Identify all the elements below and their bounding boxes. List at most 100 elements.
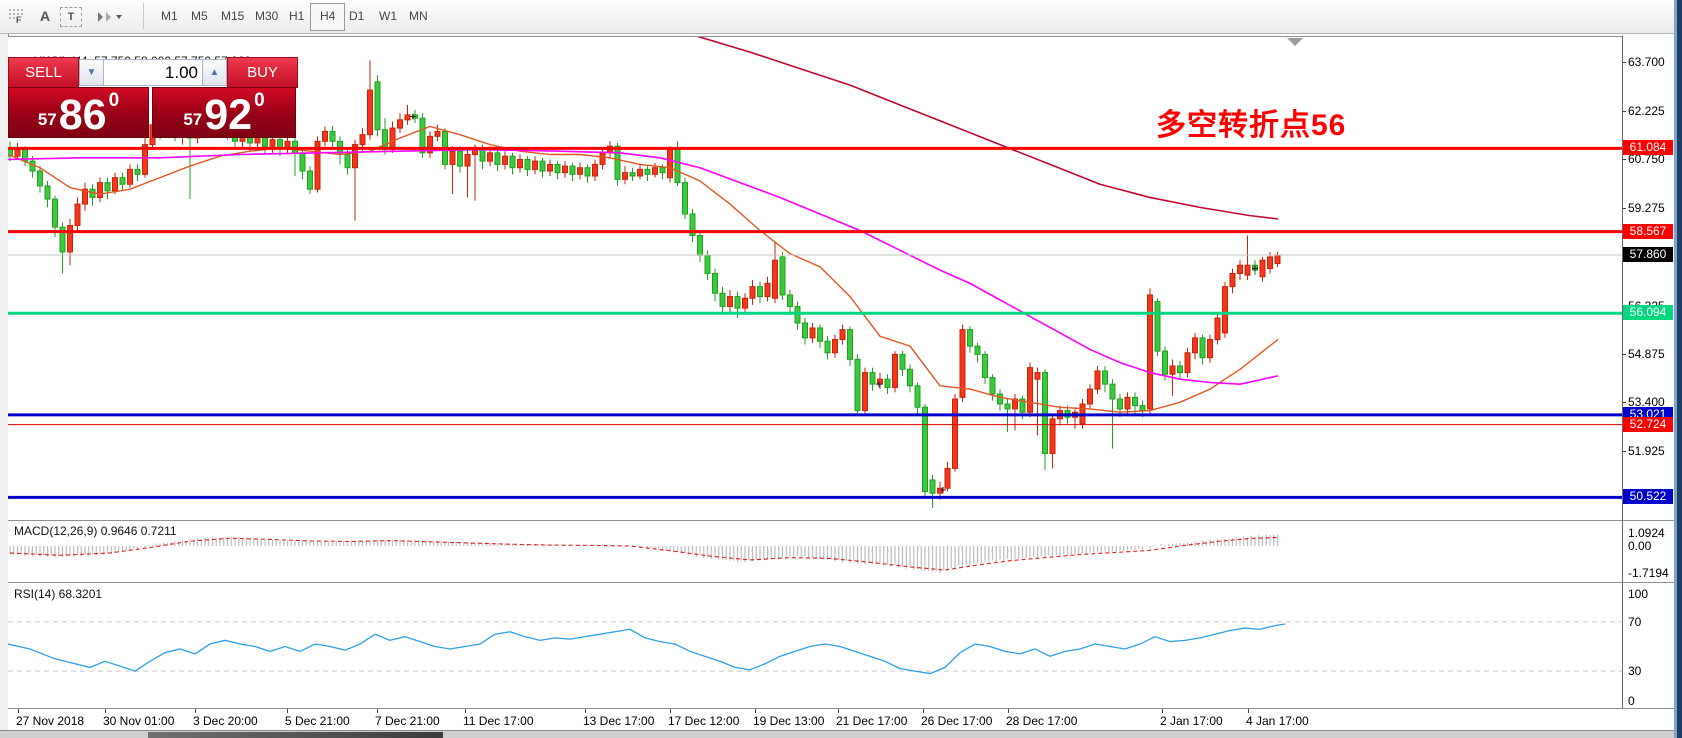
time-axis-tickmark: [287, 709, 288, 713]
macd-background: [8, 521, 1622, 582]
rsi-indicator-panel[interactable]: [8, 583, 1622, 709]
time-axis-tickmark: [923, 709, 924, 713]
volume-input[interactable]: [103, 59, 205, 86]
buy-price-display[interactable]: 57 92 0: [152, 87, 296, 138]
timeframe-button-m1[interactable]: M1: [161, 9, 178, 23]
price-axis-tick: 53.400: [1628, 395, 1665, 409]
rsi-top-border: [8, 582, 1674, 583]
svg-text:F: F: [16, 15, 22, 24]
price-axis-tick: 63.700: [1628, 55, 1665, 69]
time-axis-label: 4 Jan 17:00: [1246, 714, 1309, 728]
price-axis-tick: 54.875: [1628, 347, 1665, 361]
time-axis-tickmark: [1162, 709, 1163, 713]
time-axis-label: 30 Nov 01:00: [103, 714, 175, 728]
rsi-axis-tick: 0: [1628, 694, 1635, 708]
price-axis-tick: 60.750: [1628, 152, 1665, 166]
chart-annotation-text: 多空转折点56: [1156, 109, 1347, 142]
rsi-axis-tick: 30: [1628, 664, 1642, 678]
label-a-icon[interactable]: A: [39, 8, 51, 24]
chart-top-border: [8, 36, 1622, 37]
buy-price-sup: 0: [254, 90, 265, 111]
time-axis-tickmark: [585, 709, 586, 713]
price-level-badge: 50.522: [1623, 489, 1673, 504]
sell-button[interactable]: SELL: [8, 57, 79, 88]
time-axis-label: 3 Dec 20:00: [193, 714, 258, 728]
time-axis-label: 5 Dec 21:00: [285, 714, 350, 728]
time-axis-label: 21 Dec 17:00: [836, 714, 908, 728]
sell-price-sup: 0: [108, 90, 120, 111]
toolbar-separator: [143, 3, 144, 29]
time-axis-tickmark: [195, 709, 196, 713]
timeframe-button-mn[interactable]: MN: [409, 9, 428, 23]
top-toolbar: F A T M1 M5 M15 M30 H1 H4 D1 W1 MN: [0, 0, 1674, 34]
shapes-icon[interactable]: [92, 4, 126, 28]
time-axis-label: 17 Dec 12:00: [668, 714, 740, 728]
doji-cross-marker: [876, 381, 882, 388]
macd-signal-line: [9, 536, 1279, 571]
buy-button[interactable]: BUY: [227, 57, 298, 88]
candlesticks: [8, 60, 1281, 509]
price-axis-tick: 62.225: [1628, 104, 1665, 118]
price-axis-tickmark: [1622, 62, 1626, 63]
window-bottom-strip: [0, 730, 1674, 738]
volume-increase-button[interactable]: ▲: [202, 59, 227, 86]
macd-indicator-panel[interactable]: [8, 521, 1622, 582]
rsi-line: [8, 623, 1286, 675]
doji-cross-marker: [940, 486, 946, 493]
time-axis-tickmark: [1008, 709, 1009, 713]
price-level-badge: 58.567: [1623, 224, 1673, 239]
doji-cross-marker: [1252, 265, 1258, 272]
time-axis-label: 11 Dec 17:00: [463, 714, 534, 728]
time-axis-label: 2 Jan 17:00: [1160, 714, 1223, 728]
timeframe-button-h1[interactable]: H1: [289, 9, 305, 23]
price-level-badge: 56.094: [1623, 305, 1673, 320]
timeframe-button-w1[interactable]: W1: [379, 9, 397, 23]
timeframe-button-m5[interactable]: M5: [191, 9, 208, 23]
desktop-edge-strip: [1674, 0, 1682, 738]
price-axis-tick: 59.275: [1628, 201, 1665, 215]
time-axis-tickmark: [1248, 709, 1249, 713]
buy-price-small: 57: [183, 110, 203, 129]
taskbar-fragment: [148, 732, 443, 738]
indicators-grid-icon[interactable]: F: [4, 4, 30, 28]
rsi-bottom-border: [8, 708, 1674, 709]
timeframe-button-m30[interactable]: M30: [255, 9, 279, 23]
price-axis-tickmark: [1622, 451, 1626, 452]
rsi-axis-tick: 100: [1628, 587, 1649, 601]
time-axis-label: 19 Dec 13:00: [753, 714, 825, 728]
volume-decrease-button[interactable]: ▼: [79, 59, 104, 86]
time-axis-label: 28 Dec 17:00: [1006, 714, 1078, 728]
text-box-icon[interactable]: T: [60, 7, 82, 27]
price-axis-tickmark: [1622, 354, 1626, 355]
time-axis-tickmark: [670, 709, 671, 713]
sell-price-big: 86: [58, 91, 107, 140]
price-axis-tick: 51.925: [1628, 444, 1665, 458]
time-axis-tickmark: [755, 709, 756, 713]
time-axis-label: 13 Dec 17:00: [583, 714, 655, 728]
rsi-axis-tick: 70: [1628, 615, 1642, 629]
price-axis-tickmark: [1622, 111, 1626, 112]
macd-axis-tick: 0.00: [1628, 539, 1652, 553]
sell-price-small: 57: [37, 110, 57, 129]
one-click-trade-panel: SELL ▼ ▲ BUY 57 86 0 57 92 0: [8, 57, 298, 138]
price-level-badge: 52.724: [1623, 417, 1673, 432]
time-axis-tickmark: [377, 709, 378, 713]
macd-axis-tick: -1.7194: [1628, 566, 1669, 580]
macd-label: MACD(12,26,9) 0.9646 0.7211: [14, 524, 177, 538]
ma-fast-line: [8, 125, 1279, 413]
time-axis[interactable]: 27 Nov 2018 30 Nov 01:00 3 Dec 20:00 5 Dec …: [8, 709, 1622, 730]
rsi-label: RSI(14) 68.3201: [14, 587, 103, 601]
sell-price-display[interactable]: 57 86 0: [8, 87, 149, 138]
price-axis-tickmark: [1622, 208, 1626, 209]
price-axis-tickmark: [1622, 402, 1626, 403]
buy-price-big: 92: [204, 91, 253, 140]
timeframe-button-h4[interactable]: H4: [310, 3, 346, 31]
timeframe-button-d1[interactable]: D1: [349, 9, 365, 23]
ma-trend-line: [694, 36, 1279, 220]
price-level-badge: 57.860: [1623, 247, 1673, 262]
chart-shift-marker-icon[interactable]: [1286, 37, 1304, 47]
time-axis-tickmark: [105, 709, 106, 713]
price-level-badge: 61.084: [1623, 140, 1673, 155]
timeframe-button-m15[interactable]: M15: [221, 9, 245, 23]
time-axis-label: 26 Dec 17:00: [921, 714, 993, 728]
